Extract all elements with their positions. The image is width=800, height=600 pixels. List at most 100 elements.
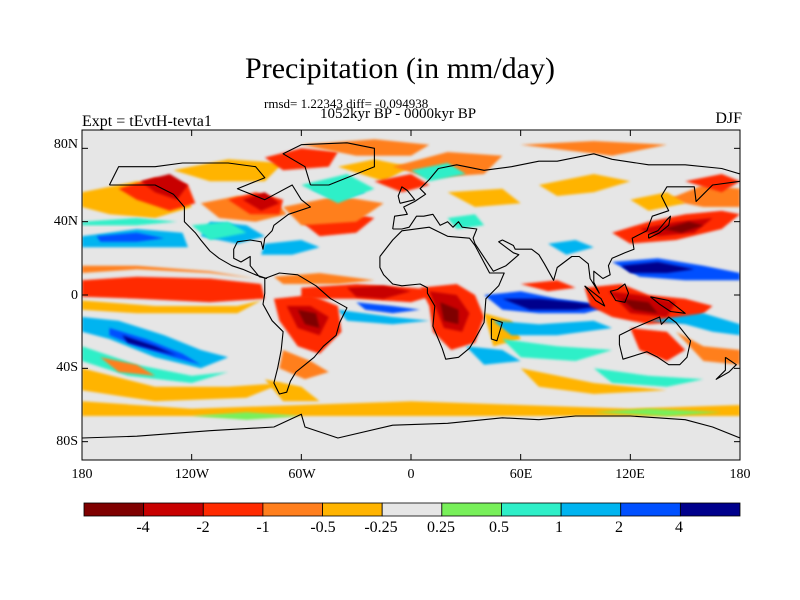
season-label: DJF bbox=[715, 110, 742, 127]
colorbar-swatch bbox=[262, 502, 323, 517]
colorbar-swatch bbox=[143, 502, 204, 517]
coastline bbox=[618, 316, 692, 366]
colorbar-swatch bbox=[620, 502, 681, 517]
precip-anomaly-region bbox=[264, 379, 320, 402]
lon-label-120w: 120W bbox=[174, 467, 210, 482]
colorbar-label: -0.5 bbox=[310, 519, 336, 536]
coastline bbox=[648, 215, 672, 239]
coastline bbox=[282, 142, 375, 186]
colorbar-label: -2 bbox=[196, 519, 210, 536]
coastlines bbox=[82, 142, 740, 439]
lon-label-0: 0 bbox=[407, 467, 415, 482]
lon-label-180e: 180 bbox=[729, 467, 751, 482]
precip-anomaly-region bbox=[261, 240, 320, 255]
precip-anomaly-region bbox=[337, 159, 411, 182]
coastline bbox=[392, 153, 740, 294]
coastline bbox=[584, 285, 606, 307]
rmsd-diff-stats: rmsd= 1.22343 diff= -0.094938 bbox=[264, 96, 429, 111]
lat-label-40s: 40S bbox=[56, 360, 78, 375]
precip-anomaly-region bbox=[297, 309, 320, 328]
coastline bbox=[108, 162, 312, 280]
precip-anomaly-region bbox=[593, 368, 704, 387]
precip-anomaly-region bbox=[191, 412, 302, 420]
coastline bbox=[609, 283, 630, 303]
precip-anomaly-region bbox=[82, 276, 265, 303]
precip-anomaly-region bbox=[374, 174, 430, 193]
colorbar-label: -4 bbox=[136, 519, 150, 536]
colorbar-swatch bbox=[679, 502, 741, 517]
precip-anomaly-region bbox=[465, 346, 521, 365]
precip-anomaly-region bbox=[502, 339, 613, 361]
coastline bbox=[379, 226, 505, 360]
precip-anomaly-region bbox=[140, 174, 188, 200]
coastline bbox=[715, 356, 737, 380]
precip-anomaly-region bbox=[279, 350, 329, 380]
precip-anomaly-region bbox=[122, 335, 177, 356]
colorbar bbox=[83, 502, 741, 517]
precip-anomaly-region bbox=[96, 232, 165, 242]
precip-anomaly-region bbox=[100, 357, 156, 376]
colorbar-label: 4 bbox=[675, 519, 683, 536]
precip-anomaly-region bbox=[82, 317, 229, 369]
lat-label-40n: 40N bbox=[53, 214, 78, 229]
precip-anomaly-region bbox=[520, 141, 667, 156]
precip-anomaly-region bbox=[447, 214, 485, 229]
precip-anomaly-region bbox=[173, 159, 284, 182]
lon-label-120e: 120E bbox=[615, 467, 645, 482]
precip-anomaly-region bbox=[685, 174, 740, 193]
colorbar-label: 0.25 bbox=[427, 519, 455, 536]
lat-label-0: 0 bbox=[71, 288, 78, 303]
precip-anomaly-region bbox=[630, 328, 686, 361]
precip-anomaly-region bbox=[82, 265, 256, 279]
precip-anomaly-region bbox=[621, 262, 695, 273]
precip-anomaly-region bbox=[630, 192, 686, 211]
coastline bbox=[262, 272, 348, 395]
precip-anomaly-region bbox=[283, 196, 384, 226]
colorbar-swatch bbox=[501, 502, 562, 517]
precip-anomaly-region bbox=[337, 309, 430, 325]
colorbar-label: 0.5 bbox=[489, 519, 509, 536]
precip-anomaly-region bbox=[502, 298, 603, 310]
precip-anomaly-region bbox=[538, 174, 631, 196]
lat-label-80n: 80N bbox=[53, 137, 78, 152]
coastline bbox=[82, 413, 740, 439]
precip-anomaly-region bbox=[301, 174, 375, 204]
lon-label-180w: 180 bbox=[71, 467, 93, 482]
precip-anomaly-region bbox=[484, 313, 521, 347]
precip-anomaly-region bbox=[82, 300, 262, 314]
colorbar-swatch bbox=[560, 502, 622, 517]
precip-anomaly-region bbox=[440, 302, 459, 325]
colorbar-swatch bbox=[202, 502, 264, 517]
lon-label-60w: 60W bbox=[288, 467, 316, 482]
precip-anomaly-region bbox=[347, 285, 411, 299]
precip-anomaly-region bbox=[191, 221, 247, 240]
period-label: 1052kyr BP - 0000kyr BP bbox=[320, 106, 477, 122]
colorbar-swatch bbox=[83, 502, 145, 517]
colorbar-label: 2 bbox=[615, 519, 623, 536]
precip-anomaly-region bbox=[548, 240, 594, 255]
colorbar-label: 1 bbox=[555, 519, 563, 536]
precip-anomaly-region bbox=[676, 331, 740, 365]
precip-anomaly-region bbox=[493, 320, 613, 336]
precip-anomaly-region bbox=[593, 408, 722, 416]
colorbar-swatch bbox=[381, 502, 443, 517]
lat-label-80s: 80S bbox=[56, 434, 78, 449]
precip-anomaly-region bbox=[447, 188, 521, 207]
precip-anomaly-region bbox=[520, 368, 667, 394]
precip-anomaly-region bbox=[621, 298, 658, 314]
coastline bbox=[490, 318, 503, 342]
colorbar-swatch bbox=[441, 502, 502, 517]
coastline bbox=[397, 186, 416, 204]
precip-anomaly-region bbox=[82, 368, 284, 402]
precip-anomaly-region bbox=[356, 302, 421, 314]
axis-ticks bbox=[81, 130, 741, 460]
experiment-label: Expt = tEvtH-tevta1 bbox=[82, 113, 212, 130]
colorbar-label: -1 bbox=[256, 519, 270, 536]
precip-anomaly-region bbox=[82, 218, 177, 226]
colorbar-label: -0.25 bbox=[364, 519, 398, 536]
lon-label-60e: 60E bbox=[509, 467, 533, 482]
chart-title: Precipitation (in mm/day) bbox=[245, 52, 555, 85]
precip-anomaly-region bbox=[520, 280, 576, 292]
precip-anomaly-region bbox=[411, 163, 466, 182]
